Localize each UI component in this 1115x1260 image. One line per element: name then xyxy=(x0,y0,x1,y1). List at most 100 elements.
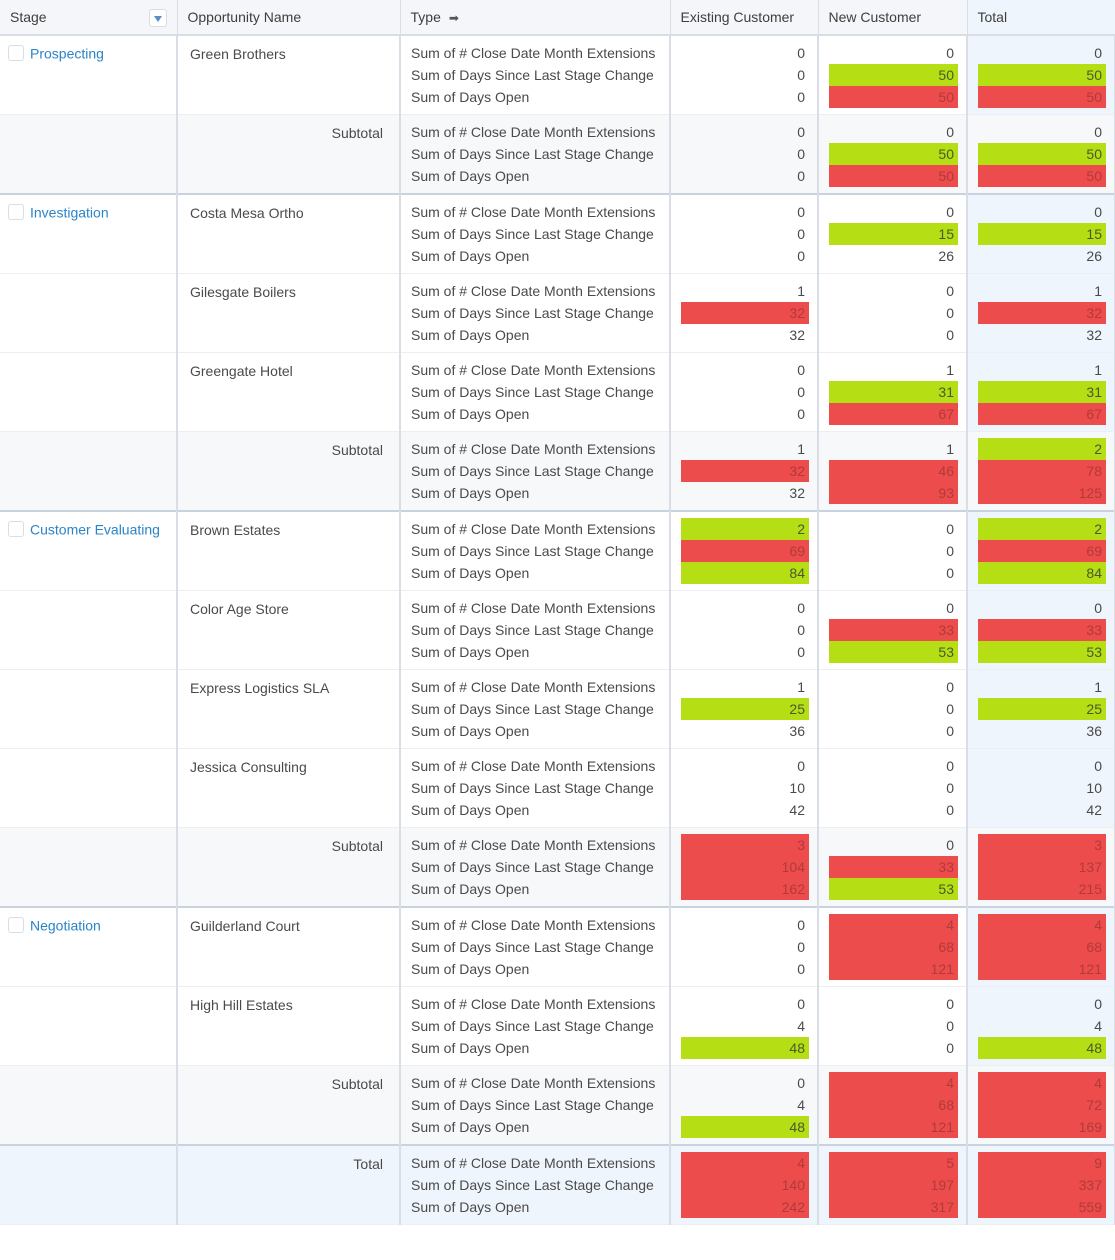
new-values: 0 0 0 xyxy=(818,510,968,591)
measure-labels: Sum of # Close Date Month Extensions Sum … xyxy=(400,748,671,828)
value-cell: 42 xyxy=(1086,802,1102,818)
chevron-down-icon[interactable] xyxy=(148,9,167,27)
value-cell: 67 xyxy=(978,403,1106,425)
value-cell: 0 xyxy=(946,327,954,343)
value-cell: 4 xyxy=(797,1097,805,1113)
header-opportunity-name[interactable]: Opportunity Name xyxy=(177,0,401,36)
stage-cell xyxy=(0,827,178,908)
header-row: Stage Opportunity Name Type ➡ Existing Cu… xyxy=(0,0,1115,36)
value-cell: 0 xyxy=(797,622,805,638)
total-values: 0 50 50 xyxy=(967,114,1115,195)
value-cell: 0 xyxy=(946,837,954,853)
checkbox[interactable] xyxy=(8,45,24,62)
opportunity-name: Green Brothers xyxy=(177,34,401,115)
value-cell: 0 xyxy=(946,565,954,581)
value-cell: 68 xyxy=(829,936,958,958)
measure-label: Sum of Days Since Last Stage Change xyxy=(411,463,654,479)
table-row: Customer Evaluating Brown Estates Sum of #… xyxy=(0,510,1115,591)
value-cell: 0 xyxy=(797,146,805,162)
value-cell: 4 xyxy=(978,1072,1106,1094)
measure-label: Sum of Days Open xyxy=(411,881,530,897)
stage-link[interactable]: Prospecting xyxy=(30,45,104,62)
value-cell: 15 xyxy=(978,223,1106,245)
value-cell: 559 xyxy=(978,1196,1106,1218)
opportunity-name: Greengate Hotel xyxy=(177,352,401,432)
existing-values: 0 10 42 xyxy=(670,748,819,828)
table-row: Investigation Costa Mesa Ortho Sum of # Cl… xyxy=(0,193,1115,274)
existing-values: 0 0 0 xyxy=(670,352,819,432)
value-cell: 53 xyxy=(829,641,958,663)
measure-label: Sum of # Close Date Month Extensions xyxy=(411,283,656,299)
value-cell: 0 xyxy=(1094,996,1102,1012)
stage-cell xyxy=(0,669,178,749)
value-cell: 33 xyxy=(829,856,958,878)
measure-label: Sum of Days Open xyxy=(411,327,530,343)
checkbox[interactable] xyxy=(8,204,24,221)
measure-label: Sum of Days Since Last Stage Change xyxy=(411,543,654,559)
value-cell: 4 xyxy=(829,914,958,936)
total-values: 2 78 125 xyxy=(967,431,1115,512)
new-values: 0 0 0 xyxy=(818,748,968,828)
value-cell: 0 xyxy=(797,600,805,616)
value-cell: 25 xyxy=(681,698,809,720)
measure-label: Sum of Days Since Last Stage Change xyxy=(411,622,654,638)
header-total[interactable]: Total xyxy=(967,0,1115,36)
measure-label: Sum of # Close Date Month Extensions xyxy=(411,996,656,1012)
subtotal-label: Subtotal xyxy=(177,431,401,512)
opportunity-name: High Hill Estates xyxy=(177,986,401,1066)
measure-labels: Sum of # Close Date Month Extensions Sum … xyxy=(400,510,671,591)
value-cell: 50 xyxy=(829,143,958,165)
measure-label: Sum of # Close Date Month Extensions xyxy=(411,204,656,220)
header-type[interactable]: Type ➡ xyxy=(400,0,671,36)
checkbox[interactable] xyxy=(8,917,24,934)
value-cell: 33 xyxy=(829,619,958,641)
value-cell: 78 xyxy=(978,460,1106,482)
subtotal-label: Subtotal xyxy=(177,827,401,908)
subtotal-row: Subtotal Sum of # Close Date Month Extens… xyxy=(0,1065,1115,1146)
table-row: Express Logistics SLA Sum of # Close Date… xyxy=(0,669,1115,749)
arrow-right-icon[interactable]: ➡ xyxy=(448,11,459,25)
value-cell: 48 xyxy=(978,1037,1106,1059)
header-existing-customer[interactable]: Existing Customer xyxy=(670,0,819,36)
stage-cell xyxy=(0,748,178,828)
subtotal-row: Subtotal Sum of # Close Date Month Extens… xyxy=(0,827,1115,908)
value-cell: 104 xyxy=(681,856,809,878)
value-cell: 0 xyxy=(946,802,954,818)
value-cell: 50 xyxy=(978,165,1106,187)
value-cell: 46 xyxy=(829,460,958,482)
value-cell: 140 xyxy=(681,1174,809,1196)
value-cell: 0 xyxy=(797,1075,805,1091)
value-cell: 4 xyxy=(681,1152,809,1174)
total-values: 2 69 84 xyxy=(967,510,1115,591)
measure-label: Sum of # Close Date Month Extensions xyxy=(411,441,656,457)
value-cell: 1 xyxy=(797,679,805,695)
value-cell: 36 xyxy=(789,723,805,739)
measure-label: Sum of Days Open xyxy=(411,1119,530,1135)
value-cell: 0 xyxy=(946,45,954,61)
value-cell: 0 xyxy=(797,384,805,400)
value-cell: 69 xyxy=(978,540,1106,562)
measure-labels: Sum of # Close Date Month Extensions Sum … xyxy=(400,193,671,274)
stage-cell: Prospecting xyxy=(0,34,178,115)
stage-link[interactable]: Negotiation xyxy=(30,917,101,934)
new-values: 0 0 0 xyxy=(818,669,968,749)
stage-cell xyxy=(0,352,178,432)
stage-link[interactable]: Customer Evaluating xyxy=(30,521,160,538)
total-values: 0 50 50 xyxy=(967,34,1115,115)
value-cell: 0 xyxy=(797,248,805,264)
header-stage[interactable]: Stage xyxy=(0,0,178,36)
value-cell: 0 xyxy=(797,168,805,184)
value-cell: 1 xyxy=(1094,283,1102,299)
measure-label: Sum of Days Open xyxy=(411,248,530,264)
stage-link[interactable]: Investigation xyxy=(30,204,109,221)
value-cell: 125 xyxy=(978,482,1106,504)
header-new-customer[interactable]: New Customer xyxy=(818,0,968,36)
measure-label: Sum of Days Since Last Stage Change xyxy=(411,939,654,955)
checkbox[interactable] xyxy=(8,521,24,538)
table-row: High Hill Estates Sum of # Close Date Mon… xyxy=(0,986,1115,1066)
opportunity-name: Costa Mesa Ortho xyxy=(177,193,401,274)
measure-label: Sum of Days Open xyxy=(411,961,530,977)
new-values: 0 50 50 xyxy=(818,114,968,195)
measure-labels: Sum of # Close Date Month Extensions Sum … xyxy=(400,114,671,195)
value-cell: 32 xyxy=(789,327,805,343)
